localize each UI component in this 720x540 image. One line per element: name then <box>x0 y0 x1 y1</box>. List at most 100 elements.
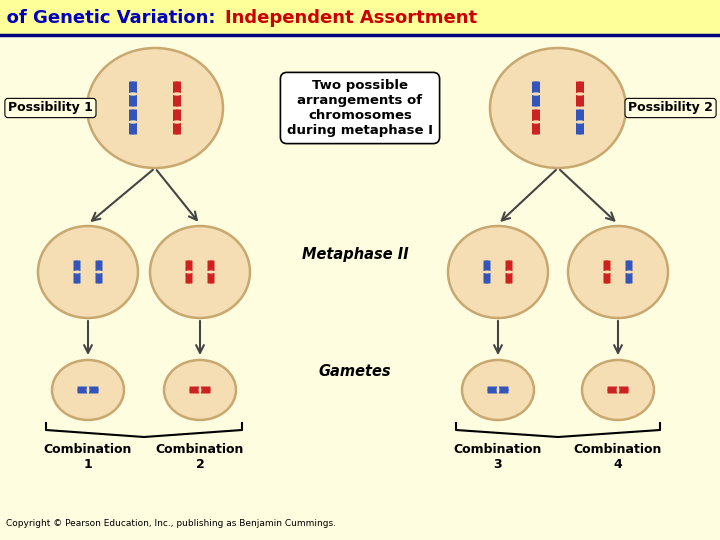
Ellipse shape <box>603 271 611 274</box>
FancyBboxPatch shape <box>505 273 510 284</box>
FancyBboxPatch shape <box>89 389 99 394</box>
FancyBboxPatch shape <box>78 389 88 394</box>
Text: Metaphase II: Metaphase II <box>302 247 408 262</box>
Text: Copyright © Pearson Education, Inc., publishing as Benjamin Cummings.: Copyright © Pearson Education, Inc., pub… <box>6 519 336 529</box>
FancyBboxPatch shape <box>532 123 537 134</box>
FancyBboxPatch shape <box>96 273 100 284</box>
FancyBboxPatch shape <box>186 260 190 272</box>
FancyBboxPatch shape <box>486 273 490 284</box>
FancyBboxPatch shape <box>606 273 611 284</box>
FancyBboxPatch shape <box>188 260 192 272</box>
Bar <box>0 0 720 36</box>
Text: Two possible
arrangements of
chromosomes
during metaphase I: Two possible arrangements of chromosomes… <box>287 79 433 137</box>
Text: Gametes: Gametes <box>319 364 391 380</box>
FancyBboxPatch shape <box>576 94 581 106</box>
Ellipse shape <box>207 271 215 274</box>
Ellipse shape <box>95 271 103 274</box>
Text: Independent Assortment: Independent Assortment <box>225 9 477 27</box>
FancyBboxPatch shape <box>210 273 215 284</box>
FancyBboxPatch shape <box>76 260 81 272</box>
FancyBboxPatch shape <box>176 123 181 134</box>
Ellipse shape <box>497 386 500 394</box>
FancyBboxPatch shape <box>207 260 212 272</box>
FancyBboxPatch shape <box>618 387 629 391</box>
FancyBboxPatch shape <box>505 260 510 272</box>
FancyBboxPatch shape <box>532 82 537 93</box>
FancyBboxPatch shape <box>96 260 100 272</box>
Text: Possibility 2: Possibility 2 <box>628 102 713 114</box>
FancyBboxPatch shape <box>176 94 181 106</box>
Ellipse shape <box>568 226 668 318</box>
FancyBboxPatch shape <box>129 94 134 106</box>
FancyBboxPatch shape <box>535 110 540 122</box>
FancyBboxPatch shape <box>628 260 632 272</box>
Ellipse shape <box>483 271 491 274</box>
FancyBboxPatch shape <box>173 123 178 134</box>
FancyBboxPatch shape <box>535 82 540 93</box>
Ellipse shape <box>185 271 193 274</box>
FancyBboxPatch shape <box>532 110 537 122</box>
FancyBboxPatch shape <box>176 110 181 122</box>
Ellipse shape <box>531 92 541 96</box>
Ellipse shape <box>128 120 138 124</box>
FancyBboxPatch shape <box>576 123 581 134</box>
FancyBboxPatch shape <box>132 82 137 93</box>
FancyBboxPatch shape <box>484 260 488 272</box>
FancyBboxPatch shape <box>173 94 178 106</box>
Ellipse shape <box>199 386 202 394</box>
FancyBboxPatch shape <box>484 273 488 284</box>
FancyBboxPatch shape <box>606 260 611 272</box>
FancyBboxPatch shape <box>487 387 498 391</box>
FancyBboxPatch shape <box>129 110 134 122</box>
FancyBboxPatch shape <box>508 260 513 272</box>
Text: Possibility 1: Possibility 1 <box>8 102 93 114</box>
FancyBboxPatch shape <box>576 82 581 93</box>
Ellipse shape <box>73 271 81 274</box>
FancyBboxPatch shape <box>579 123 584 134</box>
FancyBboxPatch shape <box>618 389 629 394</box>
FancyBboxPatch shape <box>626 273 630 284</box>
FancyBboxPatch shape <box>576 110 581 122</box>
FancyBboxPatch shape <box>603 273 608 284</box>
FancyBboxPatch shape <box>129 82 134 93</box>
FancyBboxPatch shape <box>129 123 134 134</box>
FancyBboxPatch shape <box>89 387 99 391</box>
FancyBboxPatch shape <box>535 94 540 106</box>
Ellipse shape <box>164 360 236 420</box>
Ellipse shape <box>86 386 89 394</box>
FancyBboxPatch shape <box>508 273 513 284</box>
FancyBboxPatch shape <box>207 273 212 284</box>
FancyBboxPatch shape <box>626 260 630 272</box>
Ellipse shape <box>38 226 138 318</box>
Ellipse shape <box>490 48 626 168</box>
FancyBboxPatch shape <box>132 94 137 106</box>
FancyBboxPatch shape <box>200 387 210 391</box>
Ellipse shape <box>575 120 585 124</box>
FancyBboxPatch shape <box>535 123 540 134</box>
Ellipse shape <box>505 271 513 274</box>
Ellipse shape <box>462 360 534 420</box>
FancyBboxPatch shape <box>189 389 199 394</box>
FancyBboxPatch shape <box>628 273 632 284</box>
FancyBboxPatch shape <box>78 387 88 391</box>
FancyBboxPatch shape <box>73 273 78 284</box>
FancyBboxPatch shape <box>200 389 210 394</box>
Text: One Cause of Genetic Variation:: One Cause of Genetic Variation: <box>0 9 222 27</box>
Ellipse shape <box>87 48 223 168</box>
Ellipse shape <box>531 120 541 124</box>
FancyBboxPatch shape <box>76 273 81 284</box>
FancyBboxPatch shape <box>132 123 137 134</box>
FancyBboxPatch shape <box>186 273 190 284</box>
Text: Combination
1: Combination 1 <box>44 443 132 471</box>
Text: Combination
4: Combination 4 <box>574 443 662 471</box>
Ellipse shape <box>582 360 654 420</box>
Ellipse shape <box>173 120 181 124</box>
FancyBboxPatch shape <box>73 260 78 272</box>
Text: Combination
3: Combination 3 <box>454 443 542 471</box>
FancyBboxPatch shape <box>498 387 508 391</box>
FancyBboxPatch shape <box>176 82 181 93</box>
FancyBboxPatch shape <box>173 110 178 122</box>
FancyBboxPatch shape <box>98 260 102 272</box>
FancyBboxPatch shape <box>132 110 137 122</box>
Ellipse shape <box>575 92 585 96</box>
